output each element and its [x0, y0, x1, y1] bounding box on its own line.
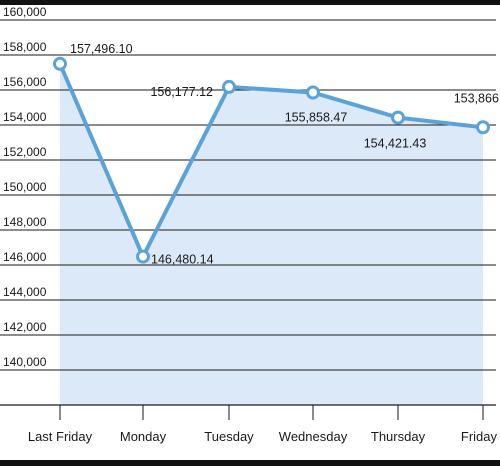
- data-point: [306, 85, 320, 100]
- data-label: 154,421.43: [364, 137, 427, 151]
- data-label: 153,866.16: [454, 91, 500, 105]
- y-tick-label: 160,000: [3, 5, 47, 19]
- y-tick-label: 152,000: [3, 145, 47, 159]
- y-tick-label: 150,000: [3, 180, 47, 194]
- y-tick-label: 156,000: [3, 75, 47, 89]
- x-tick-label: Monday: [120, 429, 167, 444]
- area-fill: [60, 63, 483, 406]
- x-tick-label: Wednesday: [279, 429, 348, 444]
- y-tick-label: 148,000: [3, 215, 47, 229]
- data-point: [476, 120, 490, 135]
- y-tick-label: 140,000: [3, 355, 47, 369]
- x-tick-label: Tuesday: [204, 429, 254, 444]
- data-label: 156,177.12: [150, 85, 213, 99]
- y-tick-label: 146,000: [3, 250, 47, 264]
- series-line: [58, 61, 485, 259]
- bottom-frame-bar: [0, 460, 500, 466]
- data-label: 155,858.47: [285, 111, 348, 125]
- data-label: 157,496.10: [70, 42, 133, 56]
- data-point: [136, 249, 150, 264]
- top-frame-bar: [0, 0, 500, 5]
- x-tick-label: Last Friday: [28, 429, 93, 444]
- y-tick-label: 154,000: [3, 110, 47, 124]
- data-label: 146,480.14: [151, 253, 214, 267]
- x-tick-label: Friday: [461, 429, 498, 444]
- data-point: [222, 79, 236, 94]
- y-tick-label: 158,000: [3, 40, 47, 54]
- data-point: [391, 110, 405, 125]
- y-tick-label: 144,000: [3, 285, 47, 299]
- data-point: [53, 56, 67, 71]
- x-tick-label: Thursday: [371, 429, 426, 444]
- y-tick-label: 142,000: [3, 320, 47, 334]
